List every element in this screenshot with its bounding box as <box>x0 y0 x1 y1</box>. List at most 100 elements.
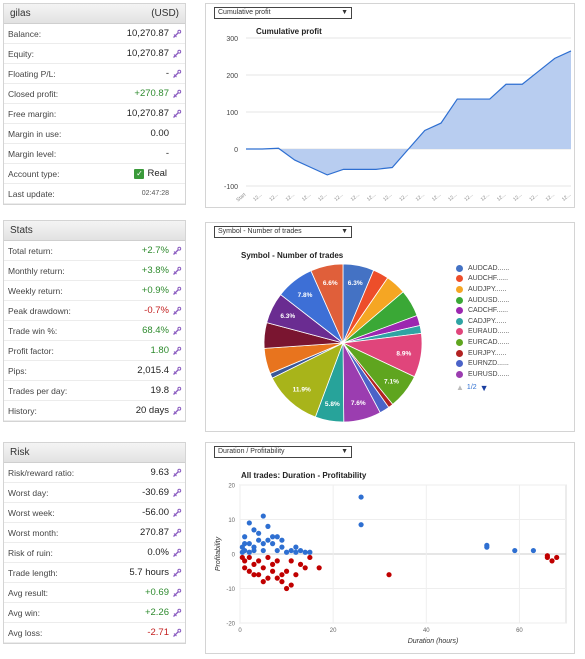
chart-action-icon[interactable] <box>172 588 182 598</box>
legend-item[interactable]: EURNZD...... <box>456 358 509 369</box>
row-label: Floating P/L: <box>8 68 56 79</box>
row-label: Avg result: <box>8 587 49 598</box>
cumulative-select[interactable]: Cumulative profit ▼ <box>214 7 352 19</box>
legend-swatch <box>456 285 463 293</box>
symbol-select[interactable]: Symbol - Number of trades ▼ <box>214 226 352 238</box>
scatter-point <box>260 579 266 585</box>
chart-action-icon[interactable] <box>172 548 182 558</box>
pie-legend: AUDCAD...... AUDCHF...... AUDJPY...... AUDU… <box>456 263 509 393</box>
chart-action-icon[interactable] <box>172 109 182 119</box>
account-row: Closed profit: +270.87 <box>4 84 185 104</box>
scatter-point <box>279 579 285 585</box>
chart-action-icon[interactable] <box>172 528 182 538</box>
account-row: Margin in use: 0.00 <box>4 124 185 144</box>
risk-row: Trade length: 5.7 hours <box>4 563 185 583</box>
legend-item[interactable]: AUDCHF...... <box>456 274 509 285</box>
scatter-point <box>242 541 248 547</box>
legend-label: AUDCHF...... <box>468 275 509 283</box>
row-label: Trade length: <box>8 567 58 578</box>
legend-swatch <box>456 275 463 283</box>
legend-swatch <box>456 317 463 325</box>
account-currency: (USD) <box>151 8 179 19</box>
scatter-point <box>288 547 294 554</box>
account-row: Margin level: - <box>4 144 185 164</box>
risk-header: Risk <box>4 443 185 463</box>
row-label: Weekly return: <box>8 285 63 296</box>
y-tick-label: 200 <box>226 73 238 80</box>
chart-action-icon[interactable] <box>172 628 182 638</box>
chart-action-icon[interactable] <box>172 608 182 618</box>
chart-action-icon[interactable] <box>172 468 182 478</box>
row-value: 270.87 <box>139 527 169 538</box>
chart-action-icon[interactable] <box>172 266 182 276</box>
row-label: Monthly return: <box>8 265 65 276</box>
x-tick-label: 12... <box>447 192 458 203</box>
x-tick-label: 12... <box>268 192 279 203</box>
risk-row: Worst week: -56.00 <box>4 503 185 523</box>
next-page-icon[interactable]: ▼ <box>479 382 489 393</box>
scatter-point <box>242 565 248 571</box>
cumulative-select-value: Cumulative profit <box>218 9 271 16</box>
row-label: Account type: <box>8 168 60 179</box>
row-value: -0.7% <box>144 305 169 316</box>
chart-action-icon[interactable] <box>172 508 182 518</box>
x-tick-label: 20 <box>330 628 337 634</box>
scatter-point <box>265 554 271 561</box>
row-label: Worst week: <box>8 507 55 518</box>
scatter-point <box>484 542 490 548</box>
legend-item[interactable]: AUDUSD...... <box>456 295 509 306</box>
stats-row: Trades per day: 19.8 <box>4 381 185 401</box>
legend-item[interactable]: EURAUD...... <box>456 327 509 338</box>
chart-action-icon[interactable] <box>172 49 182 59</box>
chart-action-icon[interactable] <box>172 568 182 578</box>
chart-action-icon[interactable] <box>172 326 182 336</box>
duration-chart-panel: Duration / Profitability ▼ All trades: D… <box>205 442 575 654</box>
legend-item[interactable]: AUDJPY...... <box>456 284 509 295</box>
chart-action-icon[interactable] <box>172 386 182 396</box>
legend-item[interactable]: EURCAD...... <box>456 337 509 348</box>
chart-action-icon[interactable] <box>172 346 182 356</box>
row-value: 0.0% <box>147 547 169 558</box>
scatter-point <box>274 575 280 581</box>
account-row: Last update: 02:47:28 <box>4 184 185 204</box>
chart-action-icon[interactable] <box>172 286 182 296</box>
risk-row: Avg result: +0.69 <box>4 583 185 603</box>
row-value: -2.71 <box>147 627 169 638</box>
slice-label: 6.3% <box>280 313 295 320</box>
chart-action-icon[interactable] <box>172 246 182 256</box>
row-value: 10,270.87 <box>126 108 169 119</box>
scatter-point <box>302 565 308 571</box>
symbol-select-value: Symbol - Number of trades <box>218 228 302 235</box>
risk-title: Risk <box>10 447 30 458</box>
chart-action-icon[interactable] <box>172 406 182 416</box>
x-tick-label: 12... <box>528 192 539 203</box>
row-value: 0.00 <box>150 128 170 139</box>
legend-item[interactable]: EURUSD...... <box>456 369 509 380</box>
stats-row: Trade win %: 68.4% <box>4 321 185 341</box>
chart-action-icon[interactable] <box>172 89 182 99</box>
row-value: 02:47:28 <box>141 190 169 197</box>
row-value: 2,015.4 <box>137 365 169 376</box>
chart-action-icon[interactable] <box>172 306 182 316</box>
account-header: gilas (USD) <box>4 4 185 24</box>
slice-label: 7.8% <box>298 292 313 299</box>
chart-action-icon[interactable] <box>172 29 182 39</box>
legend-label: EURJPY...... <box>468 349 507 357</box>
scatter-point <box>246 520 252 526</box>
duration-select[interactable]: Duration / Profitability ▼ <box>214 446 352 458</box>
chart-action-icon[interactable] <box>172 69 182 79</box>
chart-action-icon[interactable] <box>172 488 182 498</box>
row-value: - <box>165 148 169 159</box>
chart-action-icon[interactable] <box>172 366 182 376</box>
chevron-down-icon: ▼ <box>341 228 348 235</box>
row-value: ✓ Real <box>85 168 185 179</box>
y-tick-label: 10 <box>228 518 235 524</box>
symbol-pie-chart: Symbol - Number of trades 6.3% 8.9% 7.1% 7.6… <box>241 251 423 423</box>
legend-item[interactable]: CADJPY...... <box>456 316 509 327</box>
legend-item[interactable]: AUDCAD...... <box>456 263 509 274</box>
prev-page-icon[interactable]: ▲ <box>456 383 464 393</box>
legend-item[interactable]: CADCHF...... <box>456 305 509 316</box>
x-tick-label: 12... <box>496 192 507 203</box>
legend-item[interactable]: EURJPY...... <box>456 348 509 359</box>
risk-row: Avg win: +2.26 <box>4 603 185 623</box>
